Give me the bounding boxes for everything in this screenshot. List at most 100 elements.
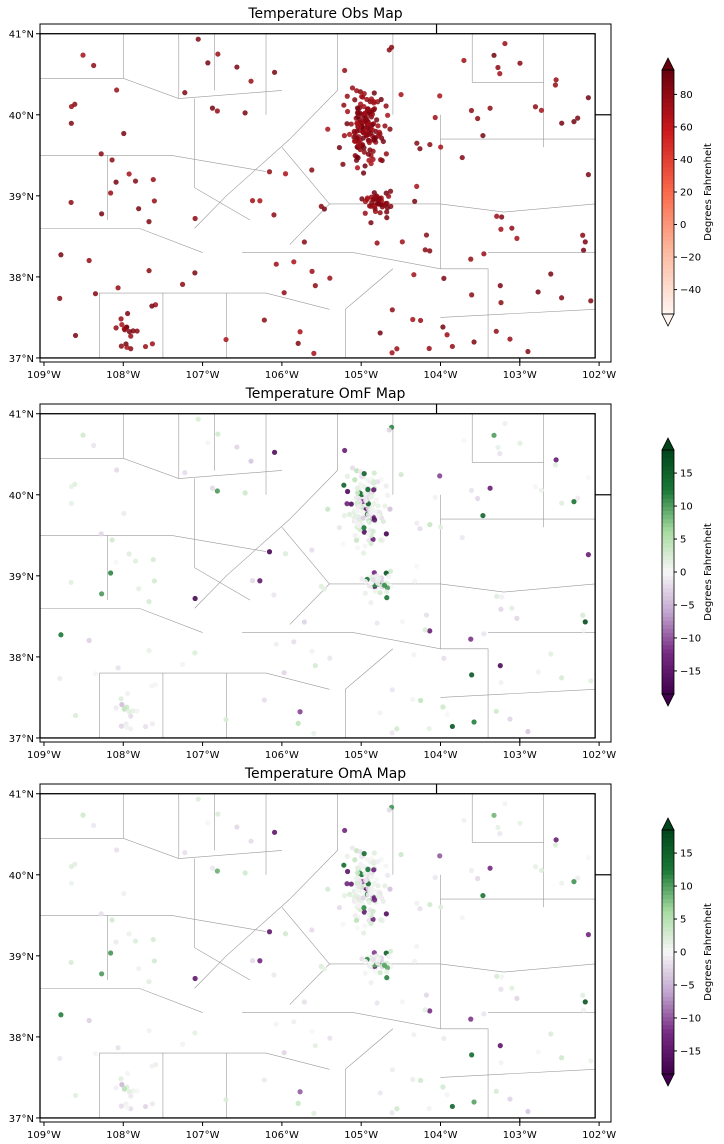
station-point — [423, 992, 430, 998]
station-point — [344, 868, 351, 875]
station-point — [468, 636, 474, 642]
colorbar-segment — [662, 1041, 674, 1047]
x-tick-label: 107°W — [186, 750, 220, 761]
county-line — [194, 138, 291, 229]
colorbar-segment — [662, 669, 674, 675]
station-point — [68, 199, 74, 206]
station-point — [92, 291, 99, 297]
station-point — [582, 619, 588, 625]
colorbar-segment — [662, 943, 674, 949]
station-point — [149, 303, 155, 309]
colorbar-segment — [662, 224, 674, 230]
station-point — [342, 67, 348, 74]
colorbar-tick-label: 20 — [680, 188, 693, 199]
colorbar-segment — [662, 567, 674, 573]
station-point — [360, 895, 366, 901]
station-point — [134, 708, 140, 714]
station-point — [266, 549, 273, 555]
station-point — [553, 837, 559, 843]
station-point — [80, 52, 86, 58]
colorbar-segment — [662, 281, 674, 287]
station-point — [301, 239, 307, 245]
station-point — [360, 129, 367, 136]
station-point — [377, 590, 383, 596]
station-point — [437, 93, 443, 99]
station-point — [580, 627, 587, 633]
colorbar-segment — [662, 490, 674, 496]
station-point — [417, 526, 423, 532]
station-point — [475, 875, 481, 882]
station-point — [548, 1031, 554, 1037]
station-point — [336, 144, 343, 151]
station-point — [374, 240, 380, 246]
station-point — [365, 486, 371, 493]
station-point — [126, 709, 132, 715]
station-point — [362, 543, 368, 549]
colorbar-tick-label: 5 — [680, 535, 686, 546]
station-point — [327, 655, 333, 661]
colorbar-segment — [662, 600, 674, 606]
station-point — [349, 85, 356, 91]
station-point — [282, 171, 289, 177]
station-point — [538, 107, 545, 113]
colorbar-segment — [662, 466, 674, 471]
county-line — [471, 793, 544, 843]
colorbar-segment — [662, 187, 674, 193]
colorbar-segment — [662, 992, 674, 998]
station-point — [368, 600, 374, 606]
station-point — [480, 132, 486, 139]
station-point — [234, 824, 240, 830]
station-point — [468, 1016, 474, 1022]
station-point — [149, 341, 156, 347]
station-point — [507, 336, 513, 342]
station-point — [121, 1086, 127, 1092]
station-point — [375, 859, 381, 865]
station-point — [368, 540, 374, 547]
station-point — [80, 432, 86, 438]
station-point — [215, 431, 221, 437]
station-point — [417, 1077, 424, 1084]
station-point — [363, 877, 369, 884]
station-point — [57, 675, 63, 681]
colorbar-segment — [662, 90, 674, 95]
colorbar-segment — [662, 220, 674, 226]
station-points — [57, 36, 594, 356]
station-point — [146, 599, 152, 605]
colorbar-segment — [662, 616, 674, 622]
station-point — [354, 865, 361, 871]
station-point — [532, 484, 539, 490]
station-point — [362, 210, 368, 216]
colorbar: 15 10 5 0 −5 −10 −15 Degrees Fahrenheit — [661, 437, 714, 707]
county-line — [289, 33, 338, 140]
station-point — [118, 343, 124, 349]
station-point — [291, 259, 297, 265]
station-point — [369, 122, 376, 128]
station-point — [385, 112, 391, 118]
station-point — [480, 892, 486, 899]
station-point — [389, 307, 395, 313]
colorbar-segment — [662, 208, 674, 213]
station-point — [487, 105, 493, 111]
station-point — [354, 870, 361, 876]
station-point — [532, 104, 539, 110]
station-point — [399, 999, 405, 1005]
station-point — [559, 120, 565, 126]
station-point — [195, 36, 201, 42]
station-point — [514, 995, 520, 1001]
county-line — [40, 838, 282, 859]
station-point — [365, 132, 371, 138]
station-point — [353, 917, 360, 923]
station-point — [134, 328, 140, 334]
colorbar-segment — [662, 576, 674, 581]
colorbar-extend-max — [661, 817, 675, 831]
station-point — [411, 652, 417, 658]
station-point — [72, 712, 79, 719]
station-point — [121, 706, 127, 712]
station-point — [353, 513, 359, 519]
colorbar-segment — [662, 620, 674, 626]
colorbar-tick-label: 0 — [680, 220, 686, 231]
county-line — [162, 292, 330, 310]
station-point — [383, 531, 389, 537]
station-point — [370, 148, 376, 154]
colorbar-tick-label: 0 — [680, 568, 686, 579]
